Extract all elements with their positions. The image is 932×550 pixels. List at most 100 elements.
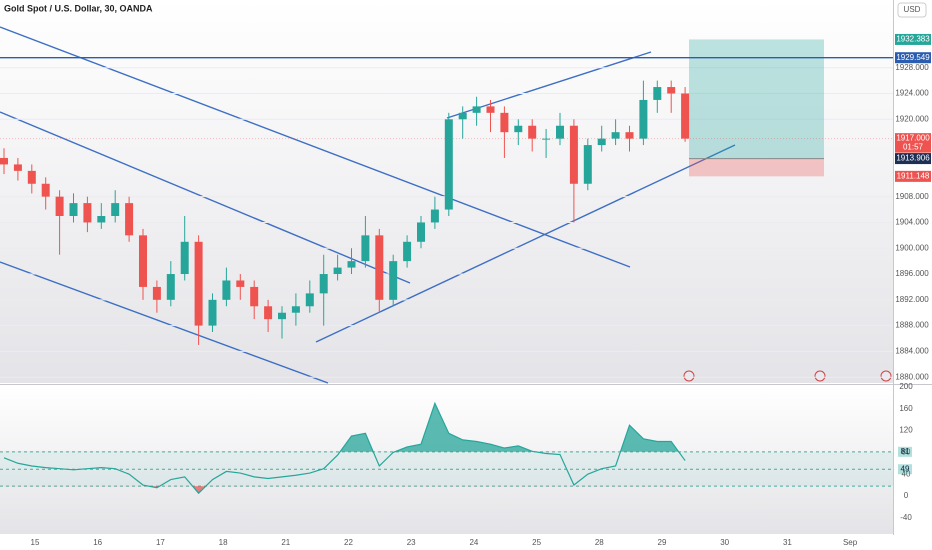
candle-body [0, 157, 8, 165]
candle-body [41, 183, 50, 197]
currency-button[interactable] [897, 2, 927, 18]
y-tick-label: 1880.000 [895, 372, 929, 381]
x-tick-label: 30 [720, 538, 729, 547]
candle-body [152, 286, 161, 300]
y-tick-label: 1900.000 [895, 243, 929, 252]
x-tick-label: Sep [843, 538, 858, 547]
x-tick-label: 29 [658, 538, 667, 547]
candle-body [528, 125, 537, 139]
candle-body [625, 132, 634, 139]
candle-body [542, 138, 551, 140]
event-icon [880, 370, 892, 382]
candle-body [166, 274, 175, 300]
price-label-box [895, 52, 931, 64]
level-label: 81 [901, 447, 910, 456]
y-tick-label: 1908.000 [895, 192, 929, 201]
y-tick-label: 1884.000 [895, 347, 929, 356]
candle-body [375, 235, 384, 300]
x-tick-label: 21 [281, 538, 290, 547]
candle-body [667, 87, 676, 94]
countdown-box [895, 142, 931, 153]
price-label: 1929.549 [896, 53, 930, 62]
y-tick-label: 1920.000 [895, 114, 929, 123]
y-tick-label: 1904.000 [895, 218, 929, 227]
candle-body [347, 261, 356, 268]
trend-lines [0, 26, 736, 384]
indicator-tick-label: 160 [899, 404, 913, 413]
candle-body [319, 274, 328, 294]
candle-body [27, 170, 36, 184]
candle-body [264, 306, 273, 320]
candle-body [417, 222, 425, 242]
y-tick-label: 1896.000 [895, 269, 929, 278]
candle-body [458, 112, 467, 120]
candle-body [514, 125, 523, 133]
candle-body [69, 203, 78, 217]
trend-line [0, 111, 411, 284]
price-label-box [895, 133, 931, 145]
x-tick-label: 31 [783, 538, 792, 547]
x-tick-label: 22 [344, 538, 353, 547]
indicator-pane [0, 386, 893, 534]
currency-label[interactable]: USD [904, 5, 921, 14]
price-label: 1932.383 [896, 35, 930, 44]
candle-body [403, 241, 412, 262]
price-label-box [895, 170, 931, 182]
candle-body [444, 119, 453, 210]
candle-body [389, 261, 398, 300]
stop-loss-zone [689, 158, 824, 177]
candle-body [583, 145, 592, 184]
level-label-box [898, 446, 912, 457]
price-label: 1911.148 [897, 171, 930, 180]
indicator-tick-label: 40 [902, 469, 911, 478]
price-label-box [895, 153, 931, 165]
event-icon [814, 370, 826, 382]
candle-body [194, 241, 203, 326]
candle-body [13, 164, 22, 171]
x-tick-label: 28 [595, 538, 604, 547]
price-label: 1917.000 [896, 134, 930, 143]
indicator-tick-label: 200 [899, 382, 913, 391]
x-tick-label: 23 [407, 538, 416, 547]
candle-body [291, 306, 300, 313]
candle-body [111, 203, 120, 217]
candle-body [639, 99, 648, 139]
candle-body [97, 216, 106, 223]
event-icon [683, 370, 695, 382]
x-tick-label: 16 [93, 538, 102, 547]
x-tick-label: 24 [469, 538, 478, 547]
candle-body [556, 125, 564, 139]
candle-body [83, 203, 92, 223]
candle-body [611, 132, 620, 139]
y-tick-label: 1924.000 [895, 89, 929, 98]
candle-body [361, 235, 370, 262]
x-tick-label: 17 [156, 538, 165, 547]
candle-body [486, 106, 495, 113]
chart-title: Gold Spot / U.S. Dollar, 30, OANDA [4, 3, 153, 13]
trend-line [446, 51, 652, 119]
countdown: 01:57 [903, 143, 924, 152]
indicator-line [3, 401, 686, 495]
x-tick-label: 18 [219, 538, 228, 547]
indicator-tick-label: 0 [904, 491, 909, 500]
candle-body [180, 241, 189, 275]
candle-body [208, 299, 217, 326]
trend-line [0, 261, 329, 384]
price-label: 1913.906 [896, 154, 930, 163]
candle-body [333, 267, 342, 275]
indicator-tick-label: 120 [899, 426, 913, 435]
indicator-tick-label: 80 [902, 447, 911, 456]
y-tick-label: 1928.000 [895, 63, 929, 72]
candle-body [125, 203, 134, 236]
candle-body [236, 280, 245, 287]
candle-body [681, 93, 690, 139]
level-label-box [898, 464, 912, 475]
candle-body [430, 209, 439, 223]
price-label-box [895, 33, 931, 45]
candle-body [653, 87, 662, 100]
take-profit-zone [689, 39, 824, 159]
candle-body [305, 293, 314, 307]
y-tick-label: 1892.000 [895, 295, 929, 304]
candle-body [139, 235, 147, 287]
